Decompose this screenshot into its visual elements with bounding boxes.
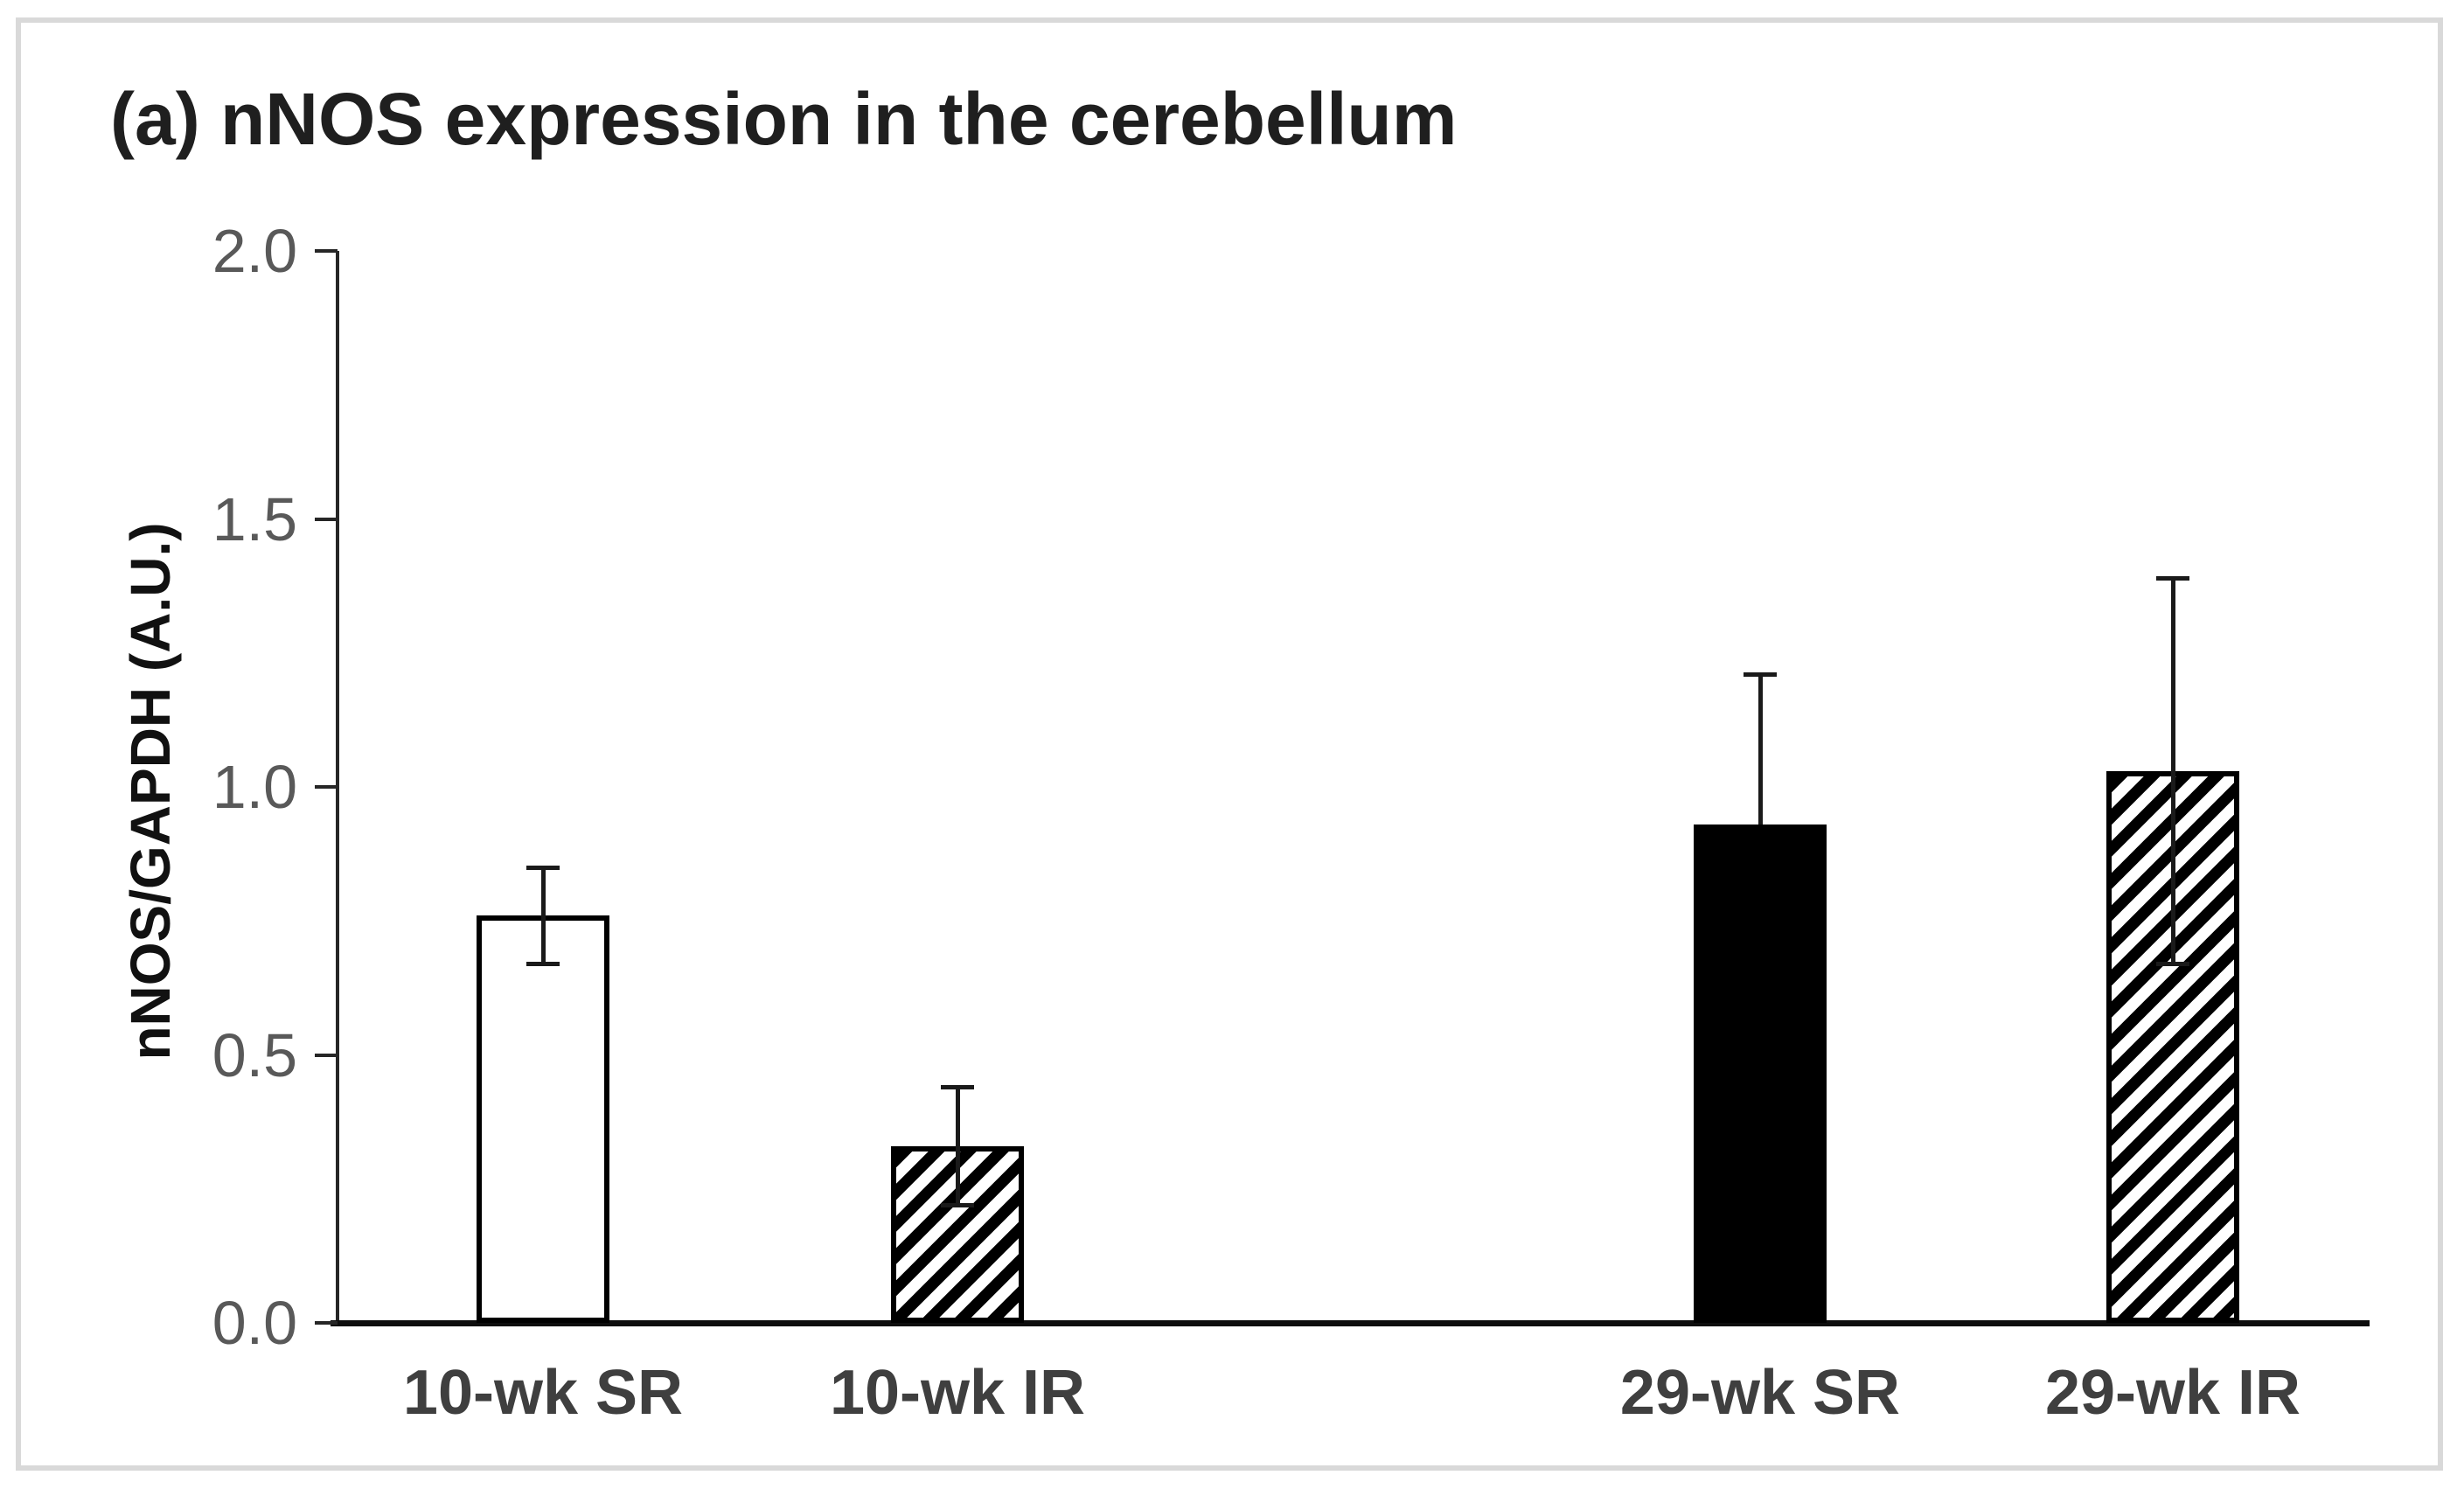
x-axis-line [331, 1320, 2370, 1326]
y-tick-label-1.0: 1.0 [212, 753, 297, 821]
x-category-label-29-wk-ir: 29-wk IR [2044, 1358, 2301, 1428]
error-bar-line-29-wk-ir [2171, 577, 2175, 964]
y-tick-label-2.0: 2.0 [212, 217, 297, 285]
y-tick-mark-1.5 [315, 517, 338, 521]
bar-10-wk-ir [891, 1145, 1024, 1323]
error-bar-line-10-wk-sr [541, 866, 546, 964]
chart-title: (a) nNOS expression in the cerebellum [110, 78, 1458, 160]
y-tick-mark-0.5 [315, 1053, 338, 1057]
y-tick-label-1.5: 1.5 [212, 484, 297, 553]
x-category-label-10-wk-sr: 10-wk SR [402, 1358, 684, 1428]
y-tick-mark-0.0 [315, 1321, 338, 1325]
y-tick-label-0.0: 0.0 [212, 1289, 297, 1357]
error-bar-cap-bottom-10-wk-sr [526, 962, 560, 967]
error-bar-cap-top-29-wk-sr [1744, 672, 1777, 678]
y-tick-mark-1.0 [315, 785, 338, 789]
error-bar-cap-bottom-10-wk-ir [941, 1203, 974, 1208]
error-bar-cap-bottom-29-wk-ir [2156, 962, 2189, 967]
error-bar-line-10-wk-ir [956, 1087, 960, 1206]
x-category-label-29-wk-sr: 29-wk SR [1619, 1358, 1901, 1428]
error-bar-line-29-wk-sr [1758, 674, 1763, 825]
bar-29-wk-sr [1694, 824, 1827, 1323]
y-tick-mark-2.0 [315, 249, 338, 253]
y-tick-label-0.5: 0.5 [212, 1020, 297, 1089]
bar-10-wk-sr [477, 915, 609, 1323]
error-bar-cap-top-10-wk-ir [941, 1085, 974, 1090]
error-bar-cap-top-10-wk-sr [526, 865, 560, 870]
x-category-label-10-wk-ir: 10-wk IR [829, 1358, 1086, 1428]
figure-frame-border [16, 17, 2443, 1471]
error-bar-cap-top-29-wk-ir [2156, 575, 2189, 581]
y-axis-line [336, 251, 339, 1325]
